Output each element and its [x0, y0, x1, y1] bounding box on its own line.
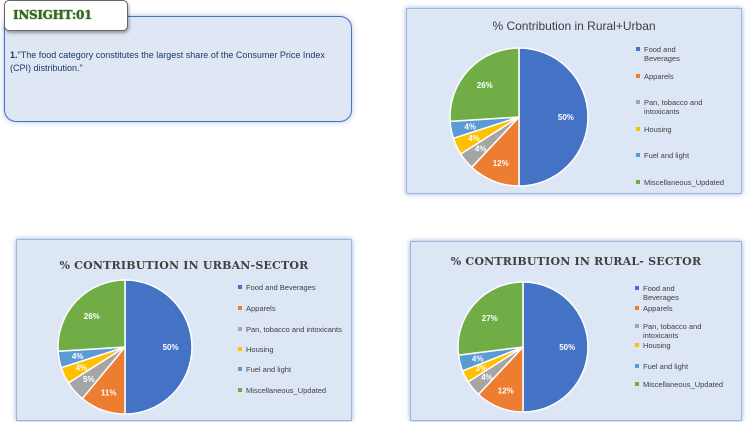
legend-swatch [635, 364, 639, 368]
data-label-pan-tobacco: 4% [481, 373, 493, 382]
legend-swatch [238, 367, 242, 371]
data-label-apparels: 12% [493, 159, 509, 168]
legend-label: Pan, tobacco and intoxicants [246, 325, 342, 334]
pie-slice-miscellaneous [57, 279, 126, 353]
insight-text: 1."The food category constitutes the lar… [10, 49, 340, 74]
legend-label: Apparels [644, 72, 674, 81]
legend-label: Housing [643, 341, 671, 350]
pie-slice-food [518, 47, 589, 187]
legend-swatch [635, 382, 639, 386]
legend-label: Food and Beverages [643, 284, 679, 302]
legend-swatch [636, 100, 640, 104]
legend-label: Apparels [643, 304, 673, 313]
chart-legend: Food and Beverages Apparels Pan, tobacco a… [636, 45, 741, 195]
data-label-fuel-light: 4% [464, 122, 476, 131]
legend-label: Housing [246, 345, 274, 354]
chart-legend: Food and Beverages Apparels Pan, tobacco a… [238, 283, 350, 413]
data-label-food: 50% [558, 113, 574, 122]
legend-label: Fuel and light [643, 362, 689, 371]
legend-swatch [238, 388, 242, 392]
pie-slice-miscellaneous [449, 47, 520, 123]
data-label-apparels: 12% [498, 387, 514, 396]
data-label-miscellaneous: 26% [477, 81, 493, 90]
chart-title: % CONTRIBUTION IN URBAN-SECTOR [59, 259, 309, 272]
pie-slice-miscellaneous [457, 281, 524, 356]
data-label-fuel-light: 4% [472, 355, 484, 364]
legend-swatch [635, 286, 639, 290]
insight-statement: "The food category constitutes the large… [10, 50, 325, 73]
chart-urban-sector: % CONTRIBUTION IN URBAN-SECTOR 50% 11% 5% 4… [16, 239, 352, 421]
legend-swatch [635, 306, 639, 310]
data-label-pan-tobacco: 4% [475, 145, 487, 154]
data-label-housing: 4% [468, 134, 480, 143]
legend-swatch [636, 180, 640, 184]
legend-swatch [636, 47, 640, 51]
legend-swatch [636, 74, 640, 78]
data-label-apparels: 11% [101, 388, 117, 397]
legend-label: Miscellaneous_Updated [246, 386, 327, 395]
pie-chart: 50% 12% 4%3%4% 27% [457, 281, 589, 413]
legend-label: Fuel and light [246, 365, 292, 374]
chart-rural-sector: % CONTRIBUTION IN RURAL- SECTOR 50% 12% 4%… [410, 241, 742, 421]
data-label-food: 50% [559, 343, 575, 352]
legend-label: Food and Beverages [644, 45, 680, 63]
chart-title: % CONTRIBUTION IN RURAL- SECTOR [450, 255, 702, 268]
legend-swatch [636, 127, 640, 131]
chart-legend: Food and Beverages Apparels Pan, tobacco a… [635, 284, 741, 414]
legend-swatch [238, 285, 242, 289]
legend-swatch [238, 306, 242, 310]
legend-label: Housing [644, 125, 672, 134]
legend-swatch [238, 347, 242, 351]
chart-title: % Contribution in Rural+Urban [492, 19, 656, 33]
legend-swatch [636, 153, 640, 157]
legend-label: Miscellaneous_Updated [644, 178, 725, 187]
legend-label: Pan, tobacco and intoxicants [643, 322, 702, 340]
data-label-housing: 4% [76, 364, 88, 373]
legend-label: Apparels [246, 304, 276, 313]
pie-chart: 50% 11% 5% 4% 4% 26% [57, 279, 193, 415]
data-label-miscellaneous: 27% [482, 314, 498, 323]
legend-swatch [238, 327, 242, 331]
insight-number: 1. [10, 50, 18, 60]
legend-label: Miscellaneous_Updated [643, 380, 724, 389]
data-label-miscellaneous: 26% [84, 312, 100, 321]
data-label-housing: 3% [476, 364, 488, 373]
pie-slice-food [522, 281, 589, 413]
legend-label: Food and Beverages [246, 283, 316, 292]
insight-heading: INSIGHT:01 [4, 0, 128, 31]
chart-rural-urban: % Contribution in Rural+Urban 50% 12% 4% 4%… [406, 8, 742, 194]
pie-chart: 50% 12% 4% 4% 4% 26% [449, 47, 589, 187]
legend-swatch [635, 324, 639, 328]
pie-slice-food [124, 279, 193, 415]
data-label-fuel-light: 4% [72, 352, 84, 361]
legend-label: Fuel and light [644, 151, 690, 160]
data-label-pan-tobacco: 5% [83, 375, 95, 384]
legend-label: Pan, tobacco and intoxicants [644, 98, 703, 116]
legend-swatch [635, 343, 639, 347]
insight-box [4, 16, 352, 122]
data-label-food: 50% [163, 343, 179, 352]
